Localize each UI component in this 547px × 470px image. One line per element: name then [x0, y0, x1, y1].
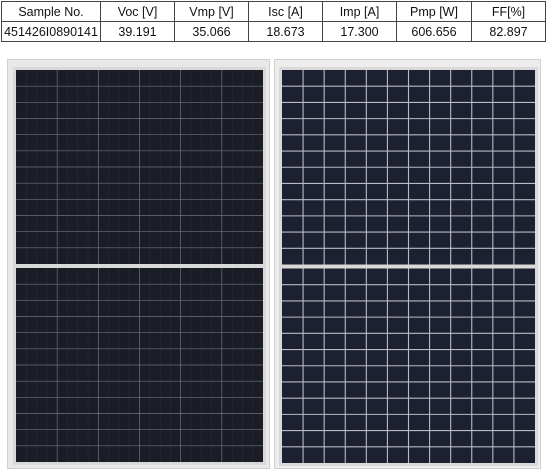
busbar-lines: [26, 268, 253, 462]
cell-isc: 18.673: [248, 21, 323, 42]
panel-half: [282, 70, 535, 265]
solar-panel-right-image: [279, 67, 538, 466]
measurement-table: Sample No. Voc [V] Vmp [V] Isc [A] Imp […: [1, 1, 546, 42]
panel-half: [282, 268, 535, 463]
busbar-lines: [26, 70, 253, 264]
cell-ff: 82.897: [471, 21, 546, 42]
cell-pmp: 606.656: [396, 21, 472, 42]
col-header-imp: Imp [A]: [322, 1, 397, 22]
cell-sample-no: 451426I0890141: [1, 21, 101, 42]
col-header-vmp: Vmp [V]: [174, 1, 249, 22]
cell-grid: [16, 70, 263, 264]
col-header-voc: Voc [V]: [100, 1, 175, 22]
col-header-sample-no: Sample No.: [1, 1, 101, 22]
panel-center-divider: [279, 264, 538, 269]
col-header-isc: Isc [A]: [248, 1, 323, 22]
solar-panel-left-image: [13, 67, 266, 465]
cell-voc: 39.191: [100, 21, 175, 42]
col-header-ff: FF[%]: [471, 1, 546, 22]
panel-half: [16, 70, 263, 264]
panel-center-divider: [13, 264, 266, 268]
cell-vmp: 35.066: [174, 21, 249, 42]
cell-grid: [282, 268, 535, 463]
cell-grid: [282, 70, 535, 265]
cell-imp: 17.300: [322, 21, 397, 42]
table-row: 451426I0890141 39.191 35.066 18.673 17.3…: [1, 21, 546, 42]
panel-half: [16, 268, 263, 462]
solar-panel-photo-left: [7, 59, 270, 469]
col-header-pmp: Pmp [W]: [396, 1, 472, 22]
cell-grid: [16, 268, 263, 462]
table-header-row: Sample No. Voc [V] Vmp [V] Isc [A] Imp […: [1, 1, 546, 22]
solar-panel-photo-right: [274, 59, 541, 469]
